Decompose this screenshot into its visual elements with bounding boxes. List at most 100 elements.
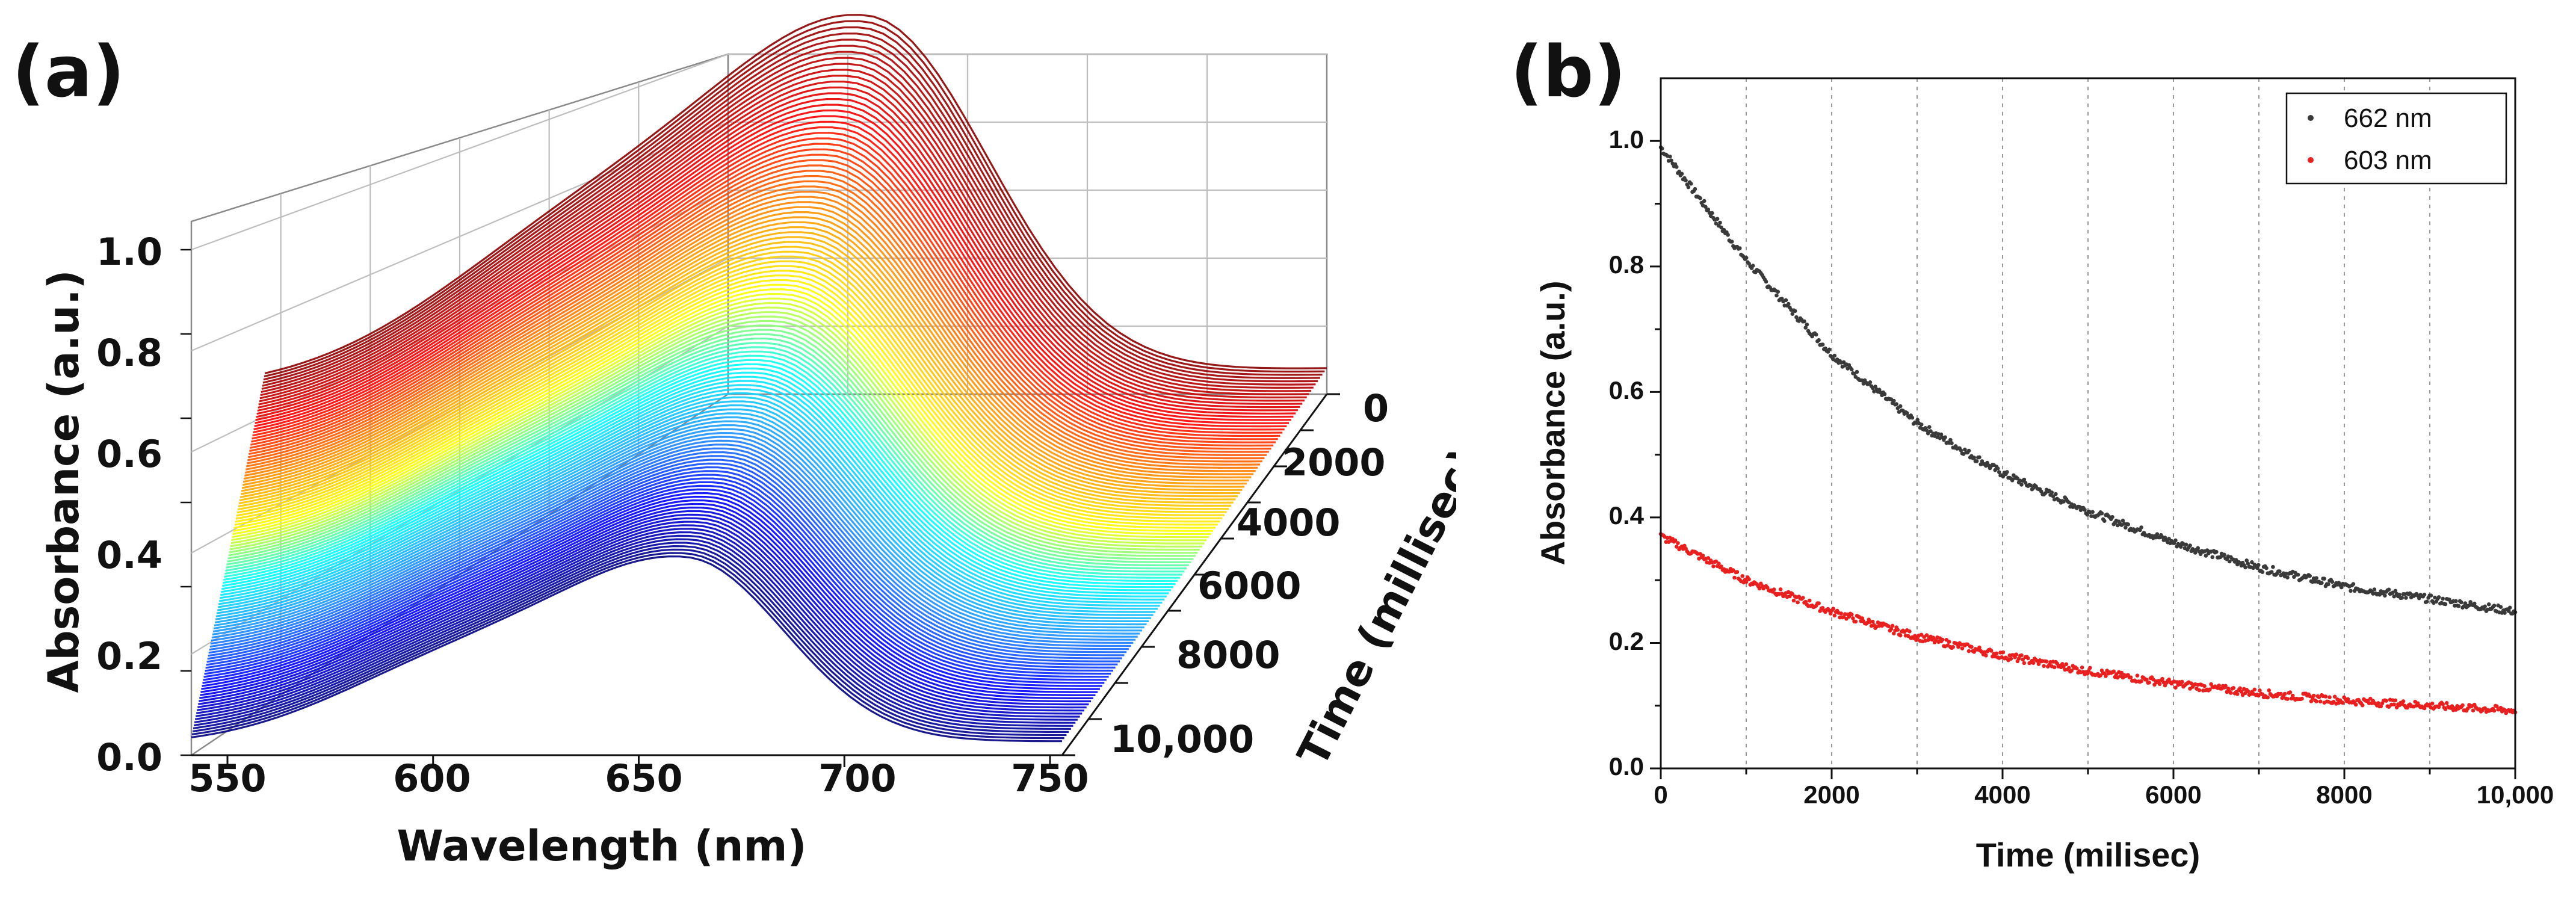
surface-trace-77 [217,400,1156,613]
data-point [2005,470,2009,474]
data-point [2392,594,2396,599]
data-point [2110,514,2114,519]
panel-a-y-ticks: 0.0 0.2 0.4 0.6 0.8 1.0 [96,230,162,779]
data-point [1965,642,1970,647]
surface-trace-18 [253,120,1287,431]
surface-trace-111 [196,528,1080,718]
panel-b-y-tick-5: 1.0 [1609,125,1644,153]
data-point [2009,656,2013,661]
data-point [2124,525,2128,530]
data-point [2459,600,2463,605]
data-point [1995,466,2000,471]
data-point [2486,602,2491,607]
surface-trace-110 [196,524,1083,715]
data-point [2256,563,2261,567]
surface-trace-76 [217,396,1158,610]
surface-trace-48 [235,274,1220,523]
data-point [1764,279,1768,284]
data-point [2139,679,2143,684]
data-point [1757,586,1762,591]
surface-trace-109 [197,521,1084,712]
data-point [1731,568,1735,572]
data-point [2422,592,2427,597]
data-point [2441,702,2445,706]
data-point [2492,604,2497,608]
data-point [2202,684,2207,688]
data-point [2229,691,2233,695]
surface-trace-119 [191,555,1062,743]
data-point [1984,653,1988,658]
data-point [2010,478,2015,483]
data-point [2223,684,2228,688]
data-point [1700,554,1705,558]
data-point [2330,579,2335,584]
surface-trace-96 [205,474,1113,672]
data-point [2111,669,2116,674]
data-point [2022,661,2027,666]
data-point [1744,256,1749,260]
data-point [2368,696,2373,701]
data-point [1919,632,1924,637]
data-point [1715,217,1720,221]
data-point [1853,619,1858,624]
data-point [2088,666,2092,670]
data-point [2214,549,2219,554]
data-point [1832,353,1837,358]
data-point [2028,483,2033,487]
surface-trace-47 [235,270,1223,520]
data-point [1796,600,1800,605]
surface-trace-82 [214,420,1144,629]
data-point [1710,211,1714,215]
data-point [2184,542,2188,547]
panel-b-x-tick-3: 6000 [2145,780,2201,809]
data-point [1895,628,1900,632]
panel-a-y-axis-title: Absorbance (a.u.) [39,270,88,693]
surface-trace-89 [209,447,1129,650]
data-point [2314,699,2318,703]
data-point [2022,477,2027,482]
surface-trace-42 [238,246,1234,505]
data-point [1722,227,1726,232]
data-point [2349,588,2353,593]
data-point [1966,448,1971,453]
data-point [1939,432,1944,437]
surface-trace-45 [236,260,1227,514]
data-point [2360,703,2365,708]
surface-trace-19 [253,126,1285,434]
data-point [1774,293,1779,298]
data-point [1669,158,1673,163]
data-point [1977,455,1981,460]
data-point [1969,644,1974,649]
data-point [1802,319,1806,324]
data-point [1675,545,1679,549]
data-point [1910,415,1915,420]
surface-trace-98 [204,481,1109,678]
panel-a-z-tick-2: 4000 [1237,501,1341,545]
data-point [1747,577,1751,581]
data-point [1943,435,1947,439]
surface-trace-10 [258,75,1305,406]
data-point [2506,609,2511,613]
data-point [2217,683,2221,688]
data-point [2250,560,2254,564]
panel-a-z-tick-0: 0 [1363,386,1389,430]
data-point [2425,599,2429,604]
surface-trace-28 [247,175,1265,462]
surface-trace-46 [236,265,1225,517]
surface-trace-100 [203,488,1105,684]
data-point [2279,691,2283,696]
data-point [2311,693,2316,698]
data-point [2160,676,2164,681]
data-point [1915,418,1920,422]
surface-trace-86 [211,436,1135,641]
data-point [2507,605,2512,610]
data-point [2346,697,2350,702]
data-point [1959,448,1963,453]
data-point [1750,264,1755,268]
data-point [1706,556,1711,560]
surface-trace-62 [226,338,1189,567]
data-point [2441,596,2445,601]
surface-trace-63 [226,342,1187,570]
data-point [1790,312,1795,316]
data-point [2119,670,2124,675]
